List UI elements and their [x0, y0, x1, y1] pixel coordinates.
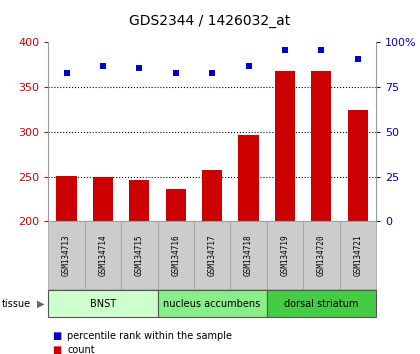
Text: ▶: ▶ [37, 298, 45, 309]
Text: GSM134721: GSM134721 [353, 234, 362, 276]
Text: ■: ■ [52, 346, 62, 354]
Text: GSM134714: GSM134714 [98, 234, 108, 276]
Text: BNST: BNST [90, 298, 116, 309]
Bar [202, 170, 222, 221]
Text: tissue: tissue [2, 298, 31, 309]
Text: percentile rank within the sample: percentile rank within the sample [67, 331, 232, 341]
Text: GSM134715: GSM134715 [135, 234, 144, 276]
Text: GSM134720: GSM134720 [317, 234, 326, 276]
Bar [239, 135, 259, 221]
Bar [93, 177, 113, 221]
Bar [311, 71, 331, 221]
Text: GSM134717: GSM134717 [207, 234, 217, 276]
Bar [129, 180, 150, 221]
Text: GSM134718: GSM134718 [244, 234, 253, 276]
Bar [275, 71, 295, 221]
Bar [165, 189, 186, 221]
Text: GSM134719: GSM134719 [281, 234, 289, 276]
Bar [348, 110, 368, 221]
Text: nucleus accumbens: nucleus accumbens [163, 298, 261, 309]
Text: count: count [67, 346, 95, 354]
Text: dorsal striatum: dorsal striatum [284, 298, 359, 309]
Bar [57, 176, 76, 221]
Text: GSM134713: GSM134713 [62, 234, 71, 276]
Text: ■: ■ [52, 331, 62, 341]
Text: GDS2344 / 1426032_at: GDS2344 / 1426032_at [129, 14, 291, 28]
Text: GSM134716: GSM134716 [171, 234, 180, 276]
